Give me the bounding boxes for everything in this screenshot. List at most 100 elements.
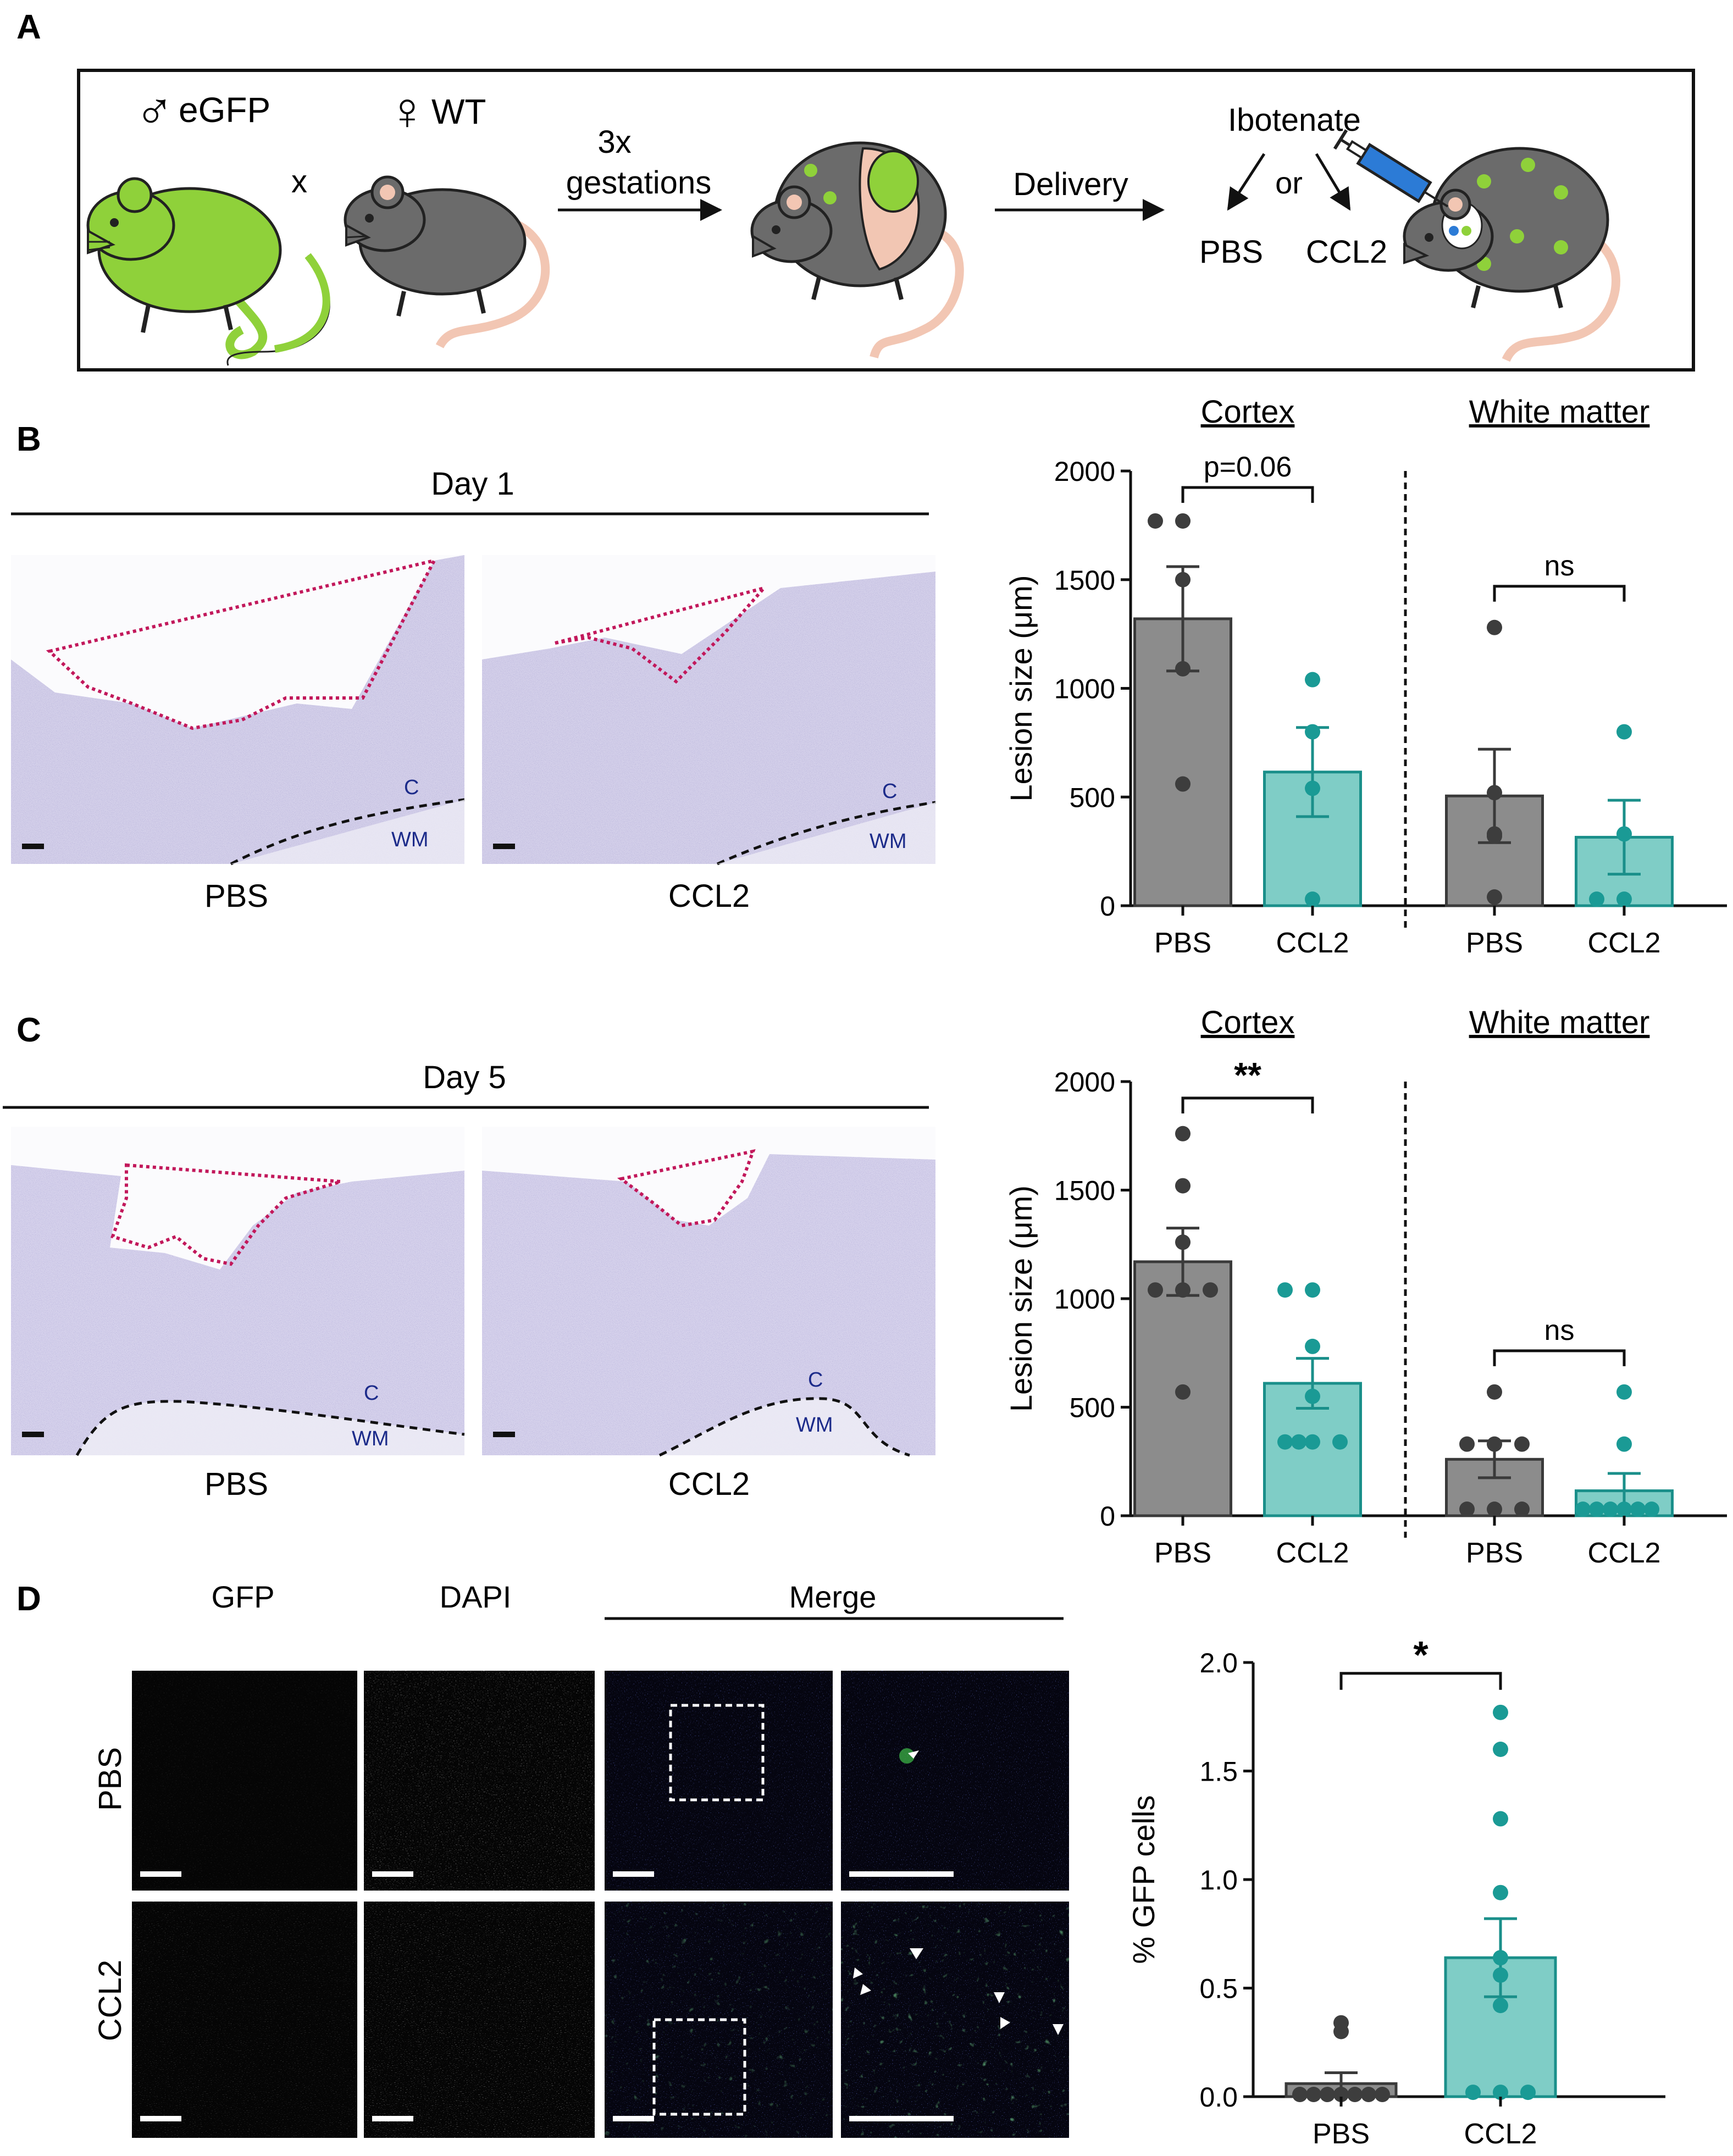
arrow-to-ccl2 <box>1315 153 1351 211</box>
data-point <box>1616 1501 1632 1517</box>
data-point <box>1306 2087 1321 2103</box>
x-tick-label: CCL2 <box>1588 1537 1661 1569</box>
data-point <box>1616 826 1632 842</box>
group-title: Cortex <box>1201 1005 1295 1040</box>
region-wm-label: WM <box>796 1414 833 1437</box>
y-tick-label: 500 <box>1070 1393 1115 1423</box>
data-point <box>1305 724 1320 740</box>
data-point <box>1333 2087 1349 2103</box>
col-label-gfp: GFP <box>211 1579 274 1614</box>
data-point <box>1616 724 1632 740</box>
col-label-merge: Merge <box>789 1579 877 1614</box>
x-tick-label: CCL2 <box>1276 927 1349 959</box>
lesion-outline <box>617 1149 756 1228</box>
scale-bar <box>372 2116 413 2121</box>
micrograph-d-ccl2-dapi <box>364 1902 595 2138</box>
row-label-pbs: PBS <box>92 1747 128 1811</box>
y-tick-label: 0.5 <box>1199 1974 1238 2004</box>
micrograph-d-pbs-gfp <box>132 1671 357 1891</box>
x-tick-label: PBS <box>1154 927 1211 959</box>
x-tick-label: CCL2 <box>1464 2118 1537 2150</box>
data-point <box>1175 1234 1191 1250</box>
data-point <box>1493 1811 1508 1827</box>
female-symbol: ♀ <box>387 82 427 141</box>
data-point <box>1291 1434 1306 1450</box>
data-point <box>1465 2085 1481 2100</box>
schematic-frame <box>77 69 1695 372</box>
panel-letter-d: D <box>16 1580 41 1618</box>
data-point <box>1487 619 1502 635</box>
day-label-b: Day 1 <box>431 466 514 502</box>
wt-mouse-icon <box>344 175 550 349</box>
zoom-box <box>652 2018 746 2116</box>
scale-bar <box>22 844 44 849</box>
x-tick-label: CCL2 <box>1276 1537 1349 1569</box>
col-label-dapi: DAPI <box>440 1579 512 1614</box>
data-point <box>1175 776 1191 792</box>
micrograph-d-ccl2-zoom <box>841 1902 1069 2138</box>
region-c-label: C <box>404 776 419 799</box>
x-tick-label: PBS <box>1466 927 1523 959</box>
pbs-option: PBS <box>1199 234 1263 270</box>
data-point <box>1493 1742 1508 1757</box>
scale-bar <box>849 2116 954 2121</box>
data-point <box>1493 1967 1508 1983</box>
data-point <box>1361 2087 1376 2103</box>
scale-bar <box>22 1432 44 1437</box>
ccl2-label-b: CCL2 <box>668 878 750 914</box>
data-point <box>1305 1388 1320 1404</box>
y-tick-label: 1.0 <box>1199 1865 1238 1895</box>
micrograph-b-ccl2: C WM <box>482 555 936 866</box>
gestation-label: gestations <box>566 165 711 201</box>
y-axis-label: Lesion size (μm) <box>1004 1185 1038 1412</box>
panel-b: B Day 1 C WM PBS C WM CCL2 <box>11 394 1727 959</box>
significance-label: p=0.06 <box>1204 451 1292 483</box>
significance-label: ns <box>1544 550 1575 582</box>
significance-bracket <box>1493 585 1626 602</box>
y-tick-label: 2.0 <box>1199 1648 1238 1678</box>
significance-bracket <box>1181 486 1314 503</box>
panel-d: D GFP DAPI Merge PBS CCL2 <box>16 1579 1665 2150</box>
data-point <box>1493 1704 1508 1720</box>
scale-bar <box>140 2116 181 2121</box>
pregnant-mouse-icon <box>750 141 964 359</box>
y-tick-label: 0 <box>1100 891 1115 922</box>
female-label: WT <box>431 92 486 131</box>
data-point <box>1493 1885 1508 1900</box>
gfp-chart-d: 0.0 0.5 1.0 1.5 2.0 % GFP cells PBS CCL2 * <box>1126 1633 1665 2150</box>
panel-a: A ♂ eGFP x ♀ WT <box>16 8 1695 372</box>
scale-bar <box>140 1871 181 1877</box>
data-point <box>1375 2087 1390 2103</box>
y-tick-label: 0.0 <box>1199 2082 1238 2113</box>
syringe-icon <box>1333 129 1449 208</box>
arrowhead-marker <box>1000 2017 1010 2029</box>
data-point <box>1320 2087 1335 2103</box>
x-tick-label: PBS <box>1466 1537 1523 1569</box>
data-point <box>1589 1501 1604 1517</box>
male-symbol: ♂ <box>135 82 174 141</box>
cross-symbol: x <box>291 164 307 199</box>
data-point <box>1333 2024 1349 2039</box>
lesion-chart-c: 0 500 1000 1500 2000 Lesion size (μm) Cortex PB… <box>1004 1005 1727 1569</box>
data-point <box>1487 1384 1502 1400</box>
scale-bar <box>849 1871 954 1877</box>
egfp-mouse-icon <box>86 177 330 366</box>
data-point <box>1493 1950 1508 1966</box>
data-point <box>1459 1501 1475 1517</box>
lesion-outline <box>555 585 769 684</box>
x-tick-label: CCL2 <box>1588 927 1661 959</box>
scale-bar <box>613 1871 654 1877</box>
arrow-to-pbs <box>1227 153 1266 211</box>
data-point <box>1305 1434 1320 1450</box>
data-point <box>1520 2085 1536 2100</box>
micrograph-c-pbs: C WM <box>11 1127 465 1456</box>
zoom-box <box>669 1704 765 1802</box>
data-point <box>1332 1434 1348 1450</box>
arrowhead-marker <box>860 1984 871 1995</box>
injected-pup-icon <box>1403 147 1620 362</box>
y-tick-label: 1000 <box>1054 674 1115 705</box>
data-point <box>1487 889 1502 905</box>
data-point <box>1514 1436 1530 1452</box>
micrograph-d-pbs-zoom <box>841 1671 1069 1891</box>
